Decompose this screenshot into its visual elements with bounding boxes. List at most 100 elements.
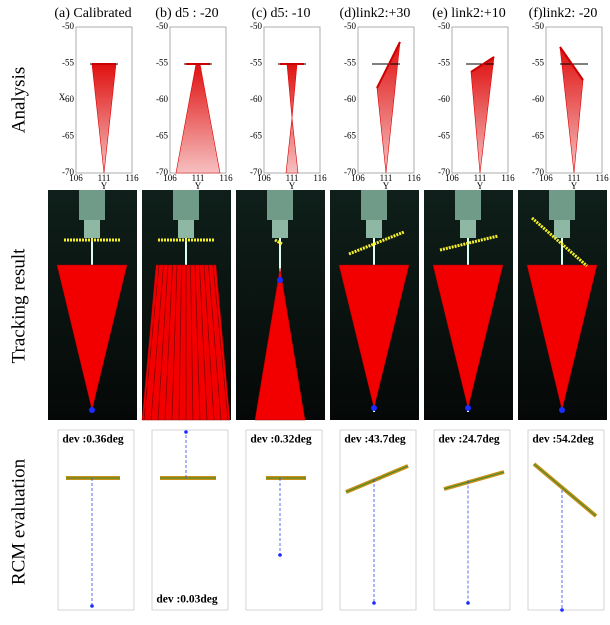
cone-ray [157, 264, 169, 421]
y-tick-label: -65 [156, 131, 168, 141]
cone-ray [203, 264, 215, 421]
y-tick-label: -55 [438, 58, 450, 68]
y-tick-label: -70 [532, 167, 544, 177]
x-tick-label: 106 [539, 173, 553, 183]
rcm-estimate [90, 604, 94, 608]
x-tick-label: 106 [69, 173, 83, 183]
x-axis-label: Y [195, 181, 202, 191]
tracked-points [439, 234, 499, 252]
rcm-point [465, 405, 471, 411]
rcm-estimate [184, 430, 188, 434]
column-title: (e) link2:+10 [432, 6, 506, 21]
y-tick-label: -60 [344, 94, 356, 104]
tracked-points [274, 238, 283, 246]
y-tick-label: -55 [62, 58, 74, 68]
syringe-tip [84, 220, 100, 238]
cone-ray [164, 264, 173, 421]
rcm-estimate [466, 601, 470, 605]
x-tick-label: 106 [351, 173, 365, 183]
trajectory-fit [345, 465, 409, 493]
y-tick-label: -65 [344, 131, 356, 141]
syringe [79, 190, 105, 220]
x-tick-label: 116 [501, 173, 515, 183]
tip-line [470, 56, 495, 73]
syringe [173, 190, 199, 220]
y-tick-label: -60 [62, 94, 74, 104]
y-tick-label: -50 [344, 21, 356, 31]
syringe-tip [460, 220, 476, 238]
x-tick-label: 116 [219, 173, 233, 183]
tracking-cone [338, 264, 410, 409]
syringe-tip [272, 220, 288, 238]
x-tick-label: 111 [568, 173, 581, 183]
y-tick-label: -70 [344, 167, 356, 177]
x-tick-label: 116 [595, 173, 609, 183]
y-tick-label: -50 [438, 21, 450, 31]
syringe-tip [554, 220, 570, 238]
cone [91, 63, 117, 174]
x-tick-label: 106 [163, 173, 177, 183]
eval-frame [245, 429, 323, 611]
x-tick-label: 111 [98, 173, 111, 183]
cone-ray [190, 264, 194, 421]
syringe-tip [366, 220, 382, 238]
y-tick-label: -65 [438, 131, 450, 141]
syringe [361, 190, 387, 220]
y-tick-label: -50 [532, 21, 544, 31]
x-tick-label: 106 [445, 173, 459, 183]
y-tick-label: -70 [250, 167, 262, 177]
rcm-point [89, 407, 95, 413]
cone [470, 56, 495, 174]
tip-line [559, 46, 584, 81]
y-axis-label: X [59, 92, 66, 102]
tracked-points [348, 230, 405, 256]
x-tick-label: 111 [192, 173, 205, 183]
cone-ray [171, 264, 178, 421]
x-tick-label: 116 [407, 173, 421, 183]
row-label: RCM evaluation [8, 458, 29, 585]
x-axis-label: Y [101, 181, 108, 191]
tracked-points [531, 216, 588, 268]
deviation-label: dev :0.36deg [62, 434, 124, 446]
y-tick-label: -65 [250, 131, 262, 141]
y-tick-label: -70 [156, 167, 168, 177]
trajectory-fit [443, 471, 505, 490]
column-title: (b) d5 : -20 [155, 6, 218, 21]
column-title: (f)link2: -20 [529, 6, 598, 21]
cone-ray [178, 264, 182, 421]
trajectory-fit [533, 463, 597, 517]
eval-frame [339, 429, 417, 611]
y-tick-label: -60 [532, 94, 544, 104]
syringe [267, 190, 293, 220]
tracking-cone [432, 264, 504, 409]
x-tick-label: 111 [380, 173, 393, 183]
cone [175, 63, 221, 174]
y-tick-label: -50 [156, 21, 168, 31]
x-axis-label: Y [289, 181, 296, 191]
cone-ray [194, 264, 201, 421]
x-axis-label: Y [477, 181, 484, 191]
column-title: (d)link2:+30 [340, 6, 411, 21]
cone-ray [208, 264, 222, 421]
y-tick-label: -70 [62, 167, 74, 177]
deviation-label: dev :54.2deg [532, 434, 594, 446]
rcm-estimate [278, 553, 282, 557]
x-tick-label: 106 [257, 173, 271, 183]
x-tick-label: 116 [125, 173, 139, 183]
tip-line [376, 41, 401, 89]
y-tick-label: -55 [344, 58, 356, 68]
y-tick-label: -60 [438, 94, 450, 104]
cone-ray [199, 264, 208, 421]
cone-ray [212, 264, 229, 421]
eval-frame [57, 429, 135, 611]
x-tick-label: 116 [313, 173, 327, 183]
rcm-estimate [560, 608, 564, 612]
cone [559, 46, 584, 174]
x-axis-label: Y [383, 181, 390, 191]
y-tick-label: -50 [250, 21, 262, 31]
column-title: (a) Calibrated [54, 6, 131, 21]
x-axis-label: Y [571, 181, 578, 191]
y-tick-label: -60 [250, 94, 262, 104]
tracking-cone [526, 264, 598, 411]
